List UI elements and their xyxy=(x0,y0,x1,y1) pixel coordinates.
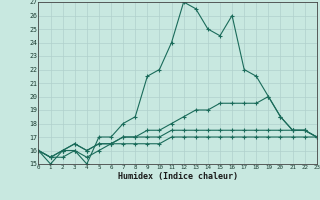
X-axis label: Humidex (Indice chaleur): Humidex (Indice chaleur) xyxy=(118,172,238,181)
